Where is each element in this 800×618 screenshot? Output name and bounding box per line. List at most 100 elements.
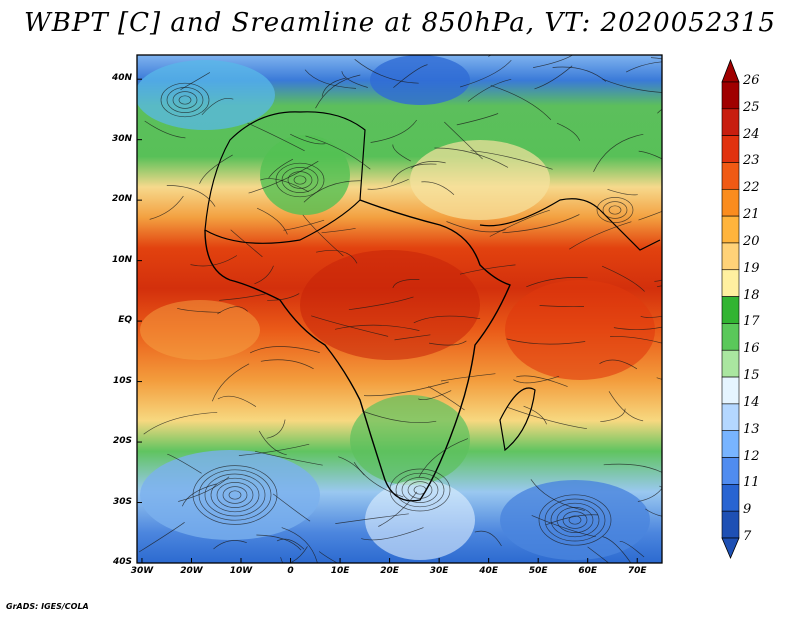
- colorbar-segment: [721, 430, 740, 458]
- streamline: [177, 307, 221, 313]
- vortex-streamline: [389, 468, 451, 512]
- streamline: [290, 133, 326, 145]
- vortex-streamline: [275, 162, 325, 198]
- colorbar: [721, 58, 740, 560]
- streamline: [654, 279, 662, 282]
- lon-label: 20W: [180, 566, 203, 576]
- streamline: [587, 546, 610, 563]
- streamline: [613, 326, 662, 330]
- streamline: [238, 443, 310, 456]
- streamline: [459, 264, 516, 275]
- streamline: [539, 305, 585, 308]
- vortex-streamline: [544, 498, 606, 542]
- lon-label: 50E: [528, 566, 548, 576]
- streamline: [444, 121, 483, 160]
- streamline: [638, 211, 662, 221]
- vortex-streamline: [210, 477, 260, 513]
- colorbar-label: 25: [743, 99, 760, 115]
- streamline: [267, 293, 300, 301]
- streamline: [268, 158, 294, 179]
- colorbar-segment: [721, 376, 740, 405]
- map-frame: [136, 54, 663, 564]
- streamline: [370, 119, 417, 143]
- streamline: [638, 150, 662, 160]
- colorbar-segment: [721, 457, 740, 485]
- colorbar-label: 13: [743, 421, 760, 437]
- streamline: [199, 154, 233, 184]
- streamline: [272, 493, 311, 522]
- vortex-streamline: [293, 175, 307, 185]
- lon-label: 70E: [627, 566, 647, 576]
- streamline: [258, 430, 287, 456]
- streamline: [363, 381, 449, 397]
- streamline: [657, 108, 662, 114]
- streamline: [656, 285, 662, 288]
- streamline: [361, 527, 424, 541]
- streamline: [659, 485, 662, 488]
- lat-label: 40S: [112, 557, 132, 567]
- vortex-streamline: [198, 469, 272, 521]
- streamline: [280, 557, 284, 563]
- lat-label: 30S: [112, 496, 132, 507]
- streamline: [166, 185, 216, 207]
- streamline: [446, 221, 506, 233]
- streamline: [418, 390, 452, 401]
- colorbar-bottom-arrow: [721, 537, 740, 560]
- colorbar-segment: [721, 323, 740, 351]
- streamline: [256, 534, 302, 551]
- streamline: [230, 229, 263, 258]
- streamline: [600, 408, 626, 423]
- streamline: [650, 57, 662, 60]
- vortex-streamline: [538, 494, 612, 546]
- streamline: [569, 221, 632, 250]
- vortex-streamline: [596, 197, 634, 223]
- streamline: [502, 214, 580, 234]
- streamline: [283, 219, 325, 231]
- streamline: [603, 463, 662, 473]
- credit-label: GrADS: IGES/COLA: [6, 602, 89, 611]
- colorbar-segment: [721, 135, 740, 163]
- streamline: [201, 98, 234, 116]
- colorbar-label: 19: [743, 260, 760, 276]
- streamline: [506, 338, 586, 345]
- colorbar-segment: [721, 349, 740, 378]
- streamlines: [138, 55, 662, 563]
- streamline: [601, 265, 645, 292]
- streamline: [393, 64, 428, 88]
- streamline: [318, 551, 339, 563]
- streamline: [211, 363, 250, 402]
- lon-label: 60E: [578, 566, 598, 576]
- lat-label: 20N: [111, 194, 132, 205]
- streamline: [311, 315, 389, 337]
- colorbar-segment: [721, 269, 740, 297]
- map-title: WBPT [C] and Sreamline at 850hPa, VT: 20…: [24, 8, 776, 38]
- streamline: [302, 214, 344, 257]
- colorbar-segment: [721, 484, 740, 512]
- streamline: [490, 85, 552, 121]
- streamline: [434, 147, 509, 168]
- lat-label: 20S: [112, 436, 132, 447]
- vortex-streamline: [556, 507, 594, 533]
- streamline: [335, 513, 409, 524]
- streamline: [303, 180, 361, 203]
- streamline: [190, 255, 238, 267]
- streamline: [144, 120, 186, 139]
- colorbar-label: 16: [743, 341, 760, 357]
- lat-label: 40N: [111, 73, 132, 84]
- streamline: [321, 227, 356, 234]
- streamline: [421, 181, 455, 195]
- lon-label: 20E: [380, 566, 399, 576]
- streamline: [281, 527, 318, 563]
- colorbar-top-arrow: [721, 58, 740, 83]
- streamline: [334, 324, 420, 331]
- lon-label: 30E: [429, 566, 449, 576]
- colorbar-label: 18: [743, 287, 760, 303]
- streamline: [367, 178, 409, 190]
- vortex-streamline: [281, 167, 319, 193]
- vortex-streamline: [602, 201, 628, 219]
- colorbar-segment: [721, 403, 740, 432]
- axis-ticks: [137, 78, 638, 564]
- streamline: [608, 391, 644, 422]
- streamline: [255, 450, 323, 466]
